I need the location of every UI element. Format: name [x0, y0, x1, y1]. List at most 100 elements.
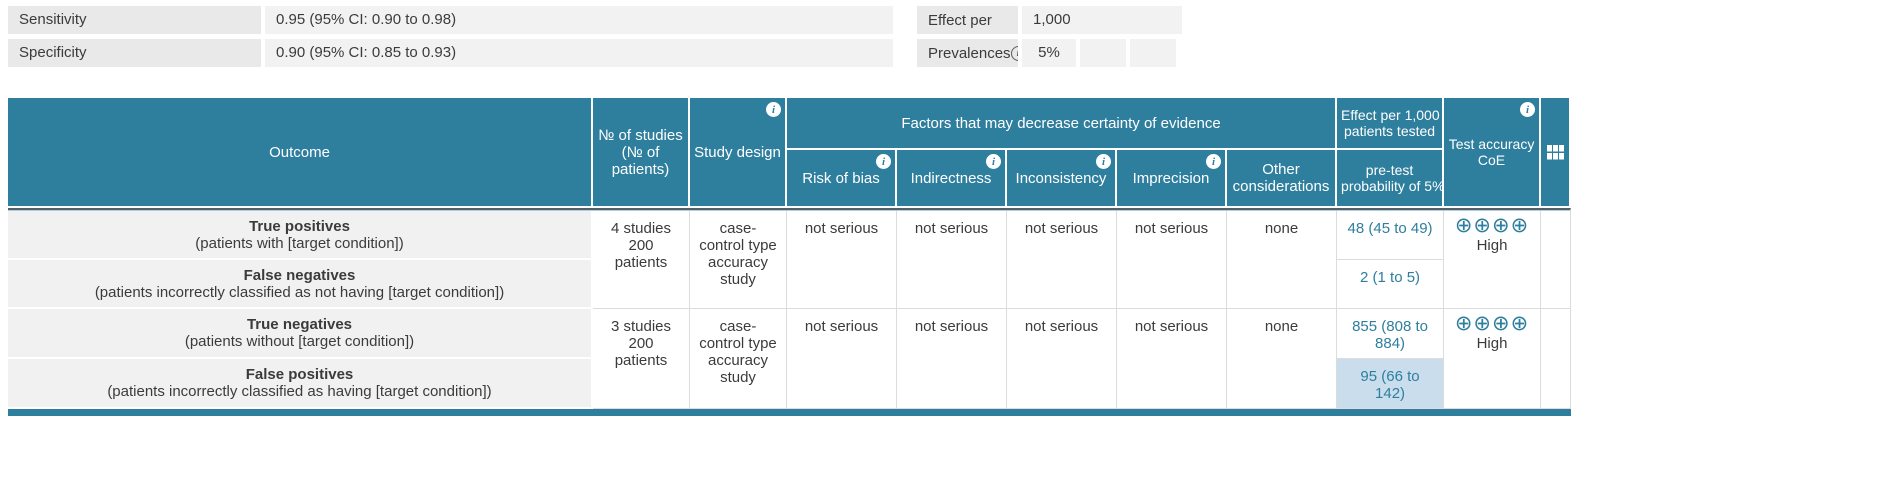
prevalence-field-2[interactable] [1080, 39, 1126, 67]
coe-rating-label: High [1476, 335, 1508, 352]
indirectness-cell[interactable]: not serious [897, 309, 1007, 409]
col-header-imprecision: Imprecision [1117, 150, 1227, 208]
effect-value: 48 (45 to 49) [1347, 220, 1433, 237]
coe-rating-icons: ⊕⊕⊕⊕ [1454, 311, 1530, 335]
effect-cell-true-positives[interactable]: 48 (45 to 49) [1337, 211, 1445, 260]
specificity-row: Specificity 0.90 (95% CI: 0.85 to 0.93) [8, 39, 893, 67]
risk-of-bias-cell[interactable]: not serious [787, 211, 897, 309]
indirectness-value: not serious [914, 318, 989, 335]
imprecision-value: not serious [1134, 318, 1209, 335]
info-icon[interactable] [1096, 154, 1111, 169]
other-considerations-value: none [1264, 220, 1299, 237]
outcome-cell-true-positives[interactable]: True positives (patients with [target co… [8, 211, 593, 260]
coe-rating-icons: ⊕⊕⊕⊕ [1454, 213, 1530, 237]
page: Sensitivity 0.95 (95% CI: 0.90 to 0.98) … [0, 0, 1904, 436]
imprecision-cell[interactable]: not serious [1117, 211, 1227, 309]
studies-count: 3 studies [610, 318, 672, 335]
study-design-value: case-control type accuracy study [699, 220, 777, 288]
risk-of-bias-cell[interactable]: not serious [787, 309, 897, 409]
other-considerations-cell[interactable]: none [1227, 309, 1338, 409]
header-divider [8, 208, 1572, 211]
study-design-cell[interactable]: case-control type accuracy study [690, 309, 787, 409]
imprecision-cell[interactable]: not serious [1117, 309, 1227, 409]
study-design-value: case-control type accuracy study [699, 318, 777, 386]
coe-cell[interactable]: ⊕⊕⊕⊕ High [1444, 309, 1542, 409]
info-icon[interactable] [986, 154, 1001, 169]
inconsistency-header-text: Inconsistency [1015, 169, 1107, 187]
info-icon[interactable] [1206, 154, 1221, 169]
effect-cell-true-negatives[interactable]: 855 (808 to 884) [1337, 309, 1445, 359]
header-row-2: Risk of bias Indirectness Inconsistency … [8, 150, 1571, 208]
specificity-value[interactable]: 0.90 (95% CI: 0.85 to 0.93) [265, 39, 893, 67]
studies-header-line2: (№ of patients) [611, 143, 670, 178]
studies-cell[interactable]: 4 studies 200 patients [593, 211, 690, 309]
pretest-header-line2: probability of 5% [1341, 178, 1445, 194]
info-icon[interactable] [1520, 102, 1536, 117]
effect-value: 855 (808 to 884) [1352, 318, 1428, 352]
info-icon[interactable] [876, 154, 891, 169]
prevalence-field-3[interactable] [1130, 39, 1176, 67]
table-body: True positives (patients with [target co… [8, 208, 1572, 409]
pretest-header-line1: pre-test [1365, 162, 1414, 178]
study-design-header-text: Study design [694, 143, 781, 161]
outcome-cell-true-negatives[interactable]: True negatives (patients without [target… [8, 309, 593, 359]
table-row: True negatives (patients without [target… [8, 309, 1572, 409]
table-row: False negatives (patients incorrectly cl… [8, 260, 1571, 309]
inconsistency-value: not serious [1024, 318, 1099, 335]
outcome-cell-false-negatives[interactable]: False negatives (patients incorrectly cl… [8, 260, 593, 309]
inconsistency-cell[interactable]: not serious [1007, 211, 1117, 309]
effect-cell-false-positives[interactable]: 95 (66 to 142) [1337, 359, 1445, 409]
outcome-cell-false-positives[interactable]: False positives (patients incorrectly cl… [8, 359, 593, 409]
studies-cell[interactable]: 3 studies 200 patients [593, 309, 690, 409]
col-header-other-considerations: Other considerations [1227, 150, 1338, 208]
table-header: Outcome № of studies (№ of patients) Stu… [8, 98, 1572, 208]
study-design-cell[interactable]: case-control type accuracy study [690, 211, 787, 309]
evidence-table-wrap: Outcome № of studies (№ of patients) Stu… [8, 98, 1572, 416]
effect-cell-false-negatives[interactable]: 2 (1 to 5) [1337, 260, 1445, 309]
outcome-subtitle: (patients incorrectly classified as havi… [107, 383, 492, 400]
spacer-cell [1541, 309, 1572, 409]
imprecision-header-text: Imprecision [1132, 169, 1210, 187]
effect-header-line1: Effect per 1,000 [1341, 107, 1440, 123]
col-header-columns-toggle[interactable] [1541, 98, 1572, 208]
prevalences-label: Prevalences [917, 39, 1018, 67]
prevalence-field-1[interactable]: 5% [1022, 39, 1076, 67]
columns-grid-icon [1546, 145, 1564, 160]
patients-count: 200 patients [614, 237, 668, 271]
risk-of-bias-value: not serious [804, 220, 879, 237]
patients-count: 200 patients [614, 335, 668, 369]
col-header-factors-group: Factors that may decrease certainty of e… [787, 98, 1338, 150]
coe-rating-label: High [1476, 237, 1508, 254]
outcome-subtitle: (patients incorrectly classified as not … [94, 283, 505, 301]
table-row: False positives (patients incorrectly cl… [8, 359, 1571, 409]
outcome-title: True positives [249, 217, 350, 235]
outcome-title: False positives [245, 366, 354, 383]
effect-per-row: Effect per 1,000 [917, 6, 1182, 34]
effect-per-label-text: Effect per [928, 11, 992, 29]
col-header-pretest-probability: pre-test probability of 5% [1337, 150, 1445, 208]
outcome-title: True negatives [246, 316, 353, 333]
prevalences-row: Prevalences 5% [917, 39, 1182, 67]
coe-cell[interactable]: ⊕⊕⊕⊕ High [1444, 211, 1542, 309]
studies-count: 4 studies [610, 220, 672, 237]
col-header-test-accuracy-coe: Test accuracy CoE [1444, 98, 1542, 208]
col-header-effect-group: Effect per 1,000 patients tested [1337, 98, 1445, 150]
col-header-inconsistency: Inconsistency [1007, 150, 1117, 208]
outcome-header-text: Outcome [269, 143, 330, 161]
sensitivity-value[interactable]: 0.95 (95% CI: 0.90 to 0.98) [265, 6, 893, 34]
other-considerations-cell[interactable]: none [1227, 211, 1338, 309]
col-header-studies: № of studies (№ of patients) [593, 98, 690, 208]
accuracy-summary: Sensitivity 0.95 (95% CI: 0.90 to 0.98) … [8, 6, 893, 72]
effect-per-value[interactable]: 1,000 [1022, 6, 1182, 34]
indirectness-cell[interactable]: not serious [897, 211, 1007, 309]
info-icon[interactable] [766, 102, 781, 117]
col-header-risk-of-bias: Risk of bias [787, 150, 897, 208]
inconsistency-cell[interactable]: not serious [1007, 309, 1117, 409]
effect-value: 2 (1 to 5) [1360, 269, 1421, 286]
effect-settings: Effect per 1,000 Prevalences 5% [917, 6, 1182, 72]
info-icon[interactable] [1010, 45, 1018, 61]
spacer-cell [1541, 211, 1572, 309]
effect-per-label: Effect per [917, 6, 1018, 34]
header-row-1: Outcome № of studies (№ of patients) Stu… [8, 98, 1572, 208]
header-divider-cell [8, 208, 1572, 211]
